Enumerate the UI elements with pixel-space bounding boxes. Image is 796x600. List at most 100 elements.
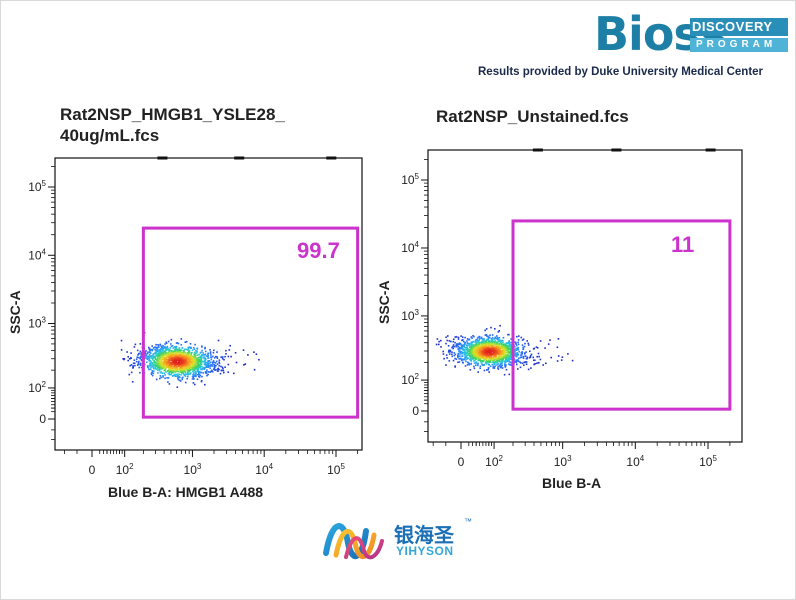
plot2-event-dot (523, 345, 526, 348)
plot2-event-dot (451, 351, 453, 353)
plot1-event-dot (181, 362, 183, 364)
plot2-event-dot (463, 358, 466, 360)
plot1-event-dot (199, 359, 202, 361)
plot1-event-dot (204, 359, 206, 361)
plot1-event-dot (128, 358, 131, 360)
plot1-event-dot (175, 342, 178, 344)
plot1-event-dot (179, 351, 182, 353)
plot1-event-dot (160, 360, 163, 362)
plot2-event-dot (477, 371, 479, 373)
plot1-event-dot (191, 363, 193, 366)
plot2-event-dot (483, 343, 485, 345)
plot2-event-dot (497, 338, 499, 341)
plot2-event-dot (468, 363, 471, 366)
plot1-event-dot (198, 364, 200, 367)
plot1-event-dot (197, 370, 200, 373)
plot1-event-dot (157, 352, 160, 354)
plot1-event-dot (188, 354, 190, 356)
plot1-event-dot (194, 370, 196, 373)
plot2-event-dot (498, 344, 500, 346)
plot1-event-dot (186, 352, 188, 355)
plot2-event-dot (490, 339, 493, 342)
plot2-event-dot (527, 368, 530, 371)
plot1-event-dot (200, 363, 203, 366)
plot1-event-dot (150, 355, 152, 358)
plot1-event-dot (210, 354, 212, 356)
plot1-event-dot (170, 338, 173, 341)
plot1-event-dot (168, 360, 171, 363)
plot2-event-dot (454, 357, 456, 360)
plot2-event-dot (476, 363, 479, 366)
plot1-event-dot (166, 361, 168, 363)
plot1-event-dot (201, 349, 203, 352)
plot2-event-dot (449, 350, 452, 353)
plot1-event-dot (191, 378, 194, 380)
plot2-event-dot (525, 363, 528, 365)
plot2-event-dot (457, 353, 460, 355)
plot1-event-dot (176, 348, 179, 351)
plot1-event-dot (155, 378, 158, 381)
plot1-event-dot (157, 346, 160, 349)
plot2-event-dot (494, 363, 496, 365)
plot1-event-dot (191, 375, 194, 378)
plot2-x-tick-label-1: 102 (485, 454, 503, 469)
plot2-event-dot (466, 354, 468, 357)
plot1-event-dot (139, 362, 142, 365)
plot1-event-dot (147, 346, 150, 349)
plot2-event-dot (480, 348, 483, 350)
plot1-event-dot (170, 362, 173, 364)
plot2-event-dot (479, 358, 482, 360)
plot2-event-dot (504, 360, 506, 362)
plot2-event-dot (488, 336, 491, 339)
plot2-event-dot (509, 361, 511, 363)
plot2-x-tick-label-4: 105 (699, 454, 717, 469)
plot1-event-dot (215, 360, 218, 363)
plot2-frame (427, 149, 743, 443)
plot2-event-dot (498, 330, 500, 332)
plot1-event-dot (162, 346, 164, 349)
plot2-event-dot (526, 340, 528, 342)
plot1-event-dot (165, 352, 168, 355)
plot2-event-dot (494, 341, 497, 343)
plot2-gate (511, 219, 732, 411)
plot1-event-dot (167, 340, 170, 343)
plot2-event-dot (448, 353, 451, 355)
plot1-event-dot (253, 368, 256, 371)
plot1-event-dot (195, 352, 197, 355)
plot2-event-dot (463, 342, 466, 345)
plot2-event-dot (462, 358, 464, 361)
plot2-event-dot (506, 358, 508, 360)
plot1-event-dot (184, 375, 187, 377)
plot2-event-dot (510, 341, 512, 344)
plot1-event-dot (172, 354, 174, 357)
plot2-event-dot (525, 357, 528, 360)
plot2-event-dot (454, 365, 456, 367)
plot2-event-dot (470, 336, 473, 338)
plot1-event-dot (156, 360, 159, 363)
plot2-event-dot (517, 341, 519, 344)
plot1-event-dot (198, 370, 201, 373)
plot1-event-dot (209, 371, 212, 373)
plot1-event-dot (159, 374, 162, 377)
plot2-event-dot (463, 354, 466, 356)
plot1-event-dot (204, 366, 206, 369)
plot1-event-dot (216, 370, 219, 372)
plot2-event-dot (527, 342, 530, 345)
plot1-event-dot (178, 379, 181, 382)
plot2-event-dot (537, 361, 540, 364)
plot2-event-dot (472, 351, 474, 353)
plot1-event-dot (164, 347, 167, 350)
plot1-event-dot (193, 351, 196, 354)
plot1-event-dot (152, 372, 155, 375)
plot2-event-dot (487, 367, 490, 369)
plot2-event-dot (516, 344, 518, 347)
plot1-event-dot (153, 370, 155, 372)
plot2-event-dot (502, 357, 505, 359)
plot1-y-tick-label-2: 103 (28, 316, 46, 331)
plot1-event-dot (247, 354, 249, 356)
plot2-event-dot (527, 344, 530, 346)
plot2-y-tick-label-4: 105 (401, 172, 419, 187)
plot1-event-dot (196, 373, 199, 376)
plot1-event-dot (200, 368, 202, 370)
plot1-event-dot (170, 366, 172, 369)
